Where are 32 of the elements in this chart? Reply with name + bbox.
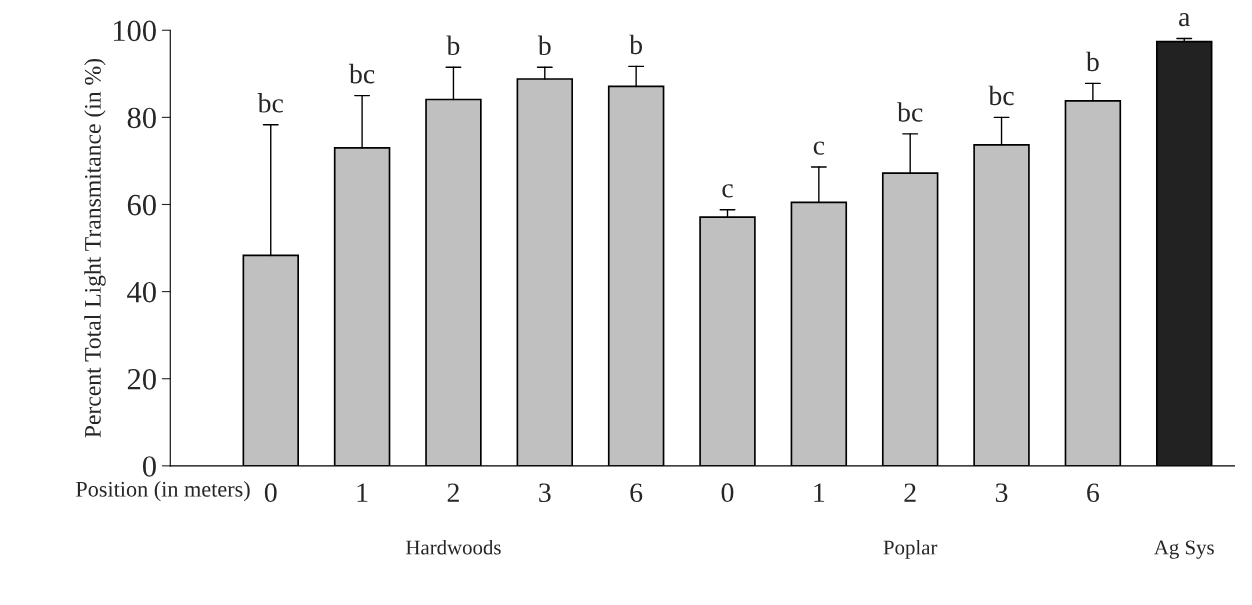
annotation: bc — [897, 102, 923, 122]
annotation: b — [537, 35, 551, 56]
x-tick-label: 1 — [814, 483, 825, 502]
annotation: c — [813, 141, 825, 155]
x-tick-label: 2 — [447, 483, 459, 502]
annotation: bc — [988, 85, 1014, 106]
x-tick-label: 1 — [357, 483, 368, 502]
annotation: bc — [348, 63, 375, 84]
y-axis-title: Percent Total Light Transmitance (in %) — [84, 58, 106, 438]
y-tick-label: 40 — [127, 281, 156, 303]
annotation: c — [722, 184, 733, 198]
y-tick-label: 80 — [127, 107, 156, 129]
x-tick-label: 0 — [264, 483, 277, 503]
y-tick-label: 20 — [127, 369, 156, 390]
x-tick-label: 6 — [1087, 483, 1099, 503]
text: a — [1179, 13, 1191, 27]
annotation: bc — [257, 93, 284, 113]
text: Ag Sys — [1154, 540, 1214, 559]
x-tick-label: 6 — [630, 483, 643, 503]
y-tick-label: 0 — [142, 456, 156, 477]
y-tick-label: 60 — [127, 194, 156, 216]
annotation: b — [446, 35, 460, 56]
text: Poplar — [883, 539, 938, 559]
annotation: b — [1085, 51, 1099, 72]
x-axis-title: Position (in meters) — [76, 481, 250, 502]
x-tick-label: 3 — [995, 483, 1008, 503]
annotation: b — [629, 34, 643, 55]
x-tick-label: 0 — [721, 483, 734, 503]
x-tick-label: 2 — [904, 483, 916, 502]
x-tick-label: 3 — [539, 483, 551, 503]
y-tick-label: 100 — [113, 20, 156, 42]
text: Hardwoods — [406, 539, 501, 555]
